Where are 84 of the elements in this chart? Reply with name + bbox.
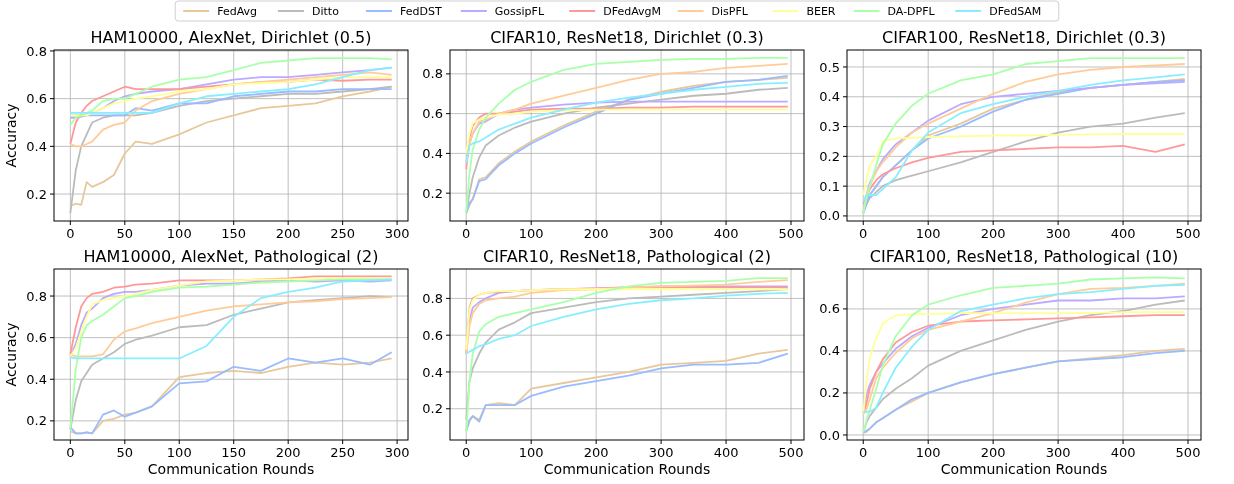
y-tick-label: 0.2 — [819, 148, 840, 164]
x-axis-title: Communication Rounds — [940, 461, 1108, 477]
y-tick-label: 0.8 — [26, 43, 47, 59]
x-tick-label: 50 — [116, 226, 134, 241]
y-tick-label: 0.6 — [26, 91, 47, 107]
x-tick-label: 300 — [1045, 226, 1071, 241]
y-tick-label: 0.4 — [819, 89, 840, 105]
x-tick-label: 500 — [1175, 445, 1201, 460]
x-tick-label: 300 — [384, 226, 410, 241]
x-tick-label: 150 — [221, 445, 247, 460]
x-tick-label: 0 — [66, 445, 75, 460]
x-tick-label: 0 — [462, 226, 471, 241]
x-tick-label: 200 — [980, 226, 1006, 241]
x-tick-label: 250 — [330, 445, 356, 460]
x-tick-label: 200 — [275, 226, 301, 241]
x-tick-label: 500 — [778, 226, 804, 241]
x-tick-label: 100 — [518, 226, 544, 241]
x-axis-title: Communication Rounds — [147, 461, 315, 477]
y-tick-label: 0.6 — [422, 106, 443, 122]
y-tick-label: 0.4 — [422, 145, 443, 161]
x-tick-label: 0 — [859, 226, 868, 241]
chart-title: CIFAR10, ResNet18, Pathological (2) — [483, 247, 771, 266]
y-tick-label: 0.1 — [819, 178, 840, 194]
y-tick-label: 0.4 — [26, 138, 47, 154]
y-tick-label: 0.2 — [819, 385, 840, 401]
x-tick-label: 100 — [915, 445, 941, 460]
legend-label: DA-DPFL — [887, 4, 936, 18]
chart-title: CIFAR100, ResNet18, Dirichlet (0.3) — [882, 28, 1166, 47]
x-tick-label: 500 — [1175, 226, 1201, 241]
y-tick-label: 0.6 — [422, 327, 443, 343]
y-axis-title: Accuracy — [3, 322, 19, 387]
x-tick-label: 200 — [980, 445, 1006, 460]
x-tick-label: 100 — [915, 226, 941, 241]
x-tick-label: 0 — [66, 226, 75, 241]
x-tick-label: 200 — [583, 445, 609, 460]
y-tick-label: 0.6 — [819, 301, 840, 317]
x-tick-label: 100 — [166, 226, 192, 241]
legend-label: DFedAvgM — [603, 4, 662, 18]
x-tick-label: 400 — [1110, 226, 1136, 241]
y-tick-label: 0.2 — [422, 401, 443, 417]
x-tick-label: 400 — [713, 226, 739, 241]
x-tick-label: 200 — [583, 226, 609, 241]
y-tick-label: 0.8 — [422, 66, 443, 82]
x-tick-label: 400 — [1110, 445, 1136, 460]
y-tick-label: 0.0 — [819, 208, 840, 224]
x-tick-label: 250 — [330, 226, 356, 241]
legend-label: DFedSAM — [989, 4, 1042, 18]
x-tick-label: 300 — [1045, 445, 1071, 460]
y-tick-label: 0.3 — [819, 119, 840, 135]
x-tick-label: 0 — [462, 445, 471, 460]
y-tick-label: 0.4 — [26, 371, 47, 387]
x-tick-label: 400 — [713, 445, 739, 460]
y-axis-title: Accuracy — [3, 103, 19, 168]
y-tick-label: 0.8 — [26, 288, 47, 304]
chart-title: CIFAR10, ResNet18, Dirichlet (0.3) — [490, 28, 764, 47]
x-axis-title: Communication Rounds — [543, 461, 711, 477]
legend-label: DisPFL — [711, 4, 749, 18]
x-tick-label: 300 — [648, 445, 674, 460]
legend-label: BEER — [806, 4, 836, 18]
x-tick-label: 50 — [116, 445, 134, 460]
y-tick-label: 0.6 — [26, 330, 47, 346]
y-tick-label: 0.2 — [422, 185, 443, 201]
x-tick-label: 150 — [221, 226, 247, 241]
y-tick-label: 0.0 — [819, 427, 840, 443]
x-tick-label: 300 — [648, 226, 674, 241]
legend-label: FedAvg — [217, 4, 258, 18]
x-tick-label: 100 — [166, 445, 192, 460]
y-tick-label: 0.5 — [819, 59, 840, 75]
x-tick-label: 500 — [778, 445, 804, 460]
y-tick-label: 0.4 — [819, 343, 840, 359]
x-tick-label: 100 — [518, 445, 544, 460]
x-tick-label: 200 — [275, 445, 301, 460]
y-tick-label: 0.8 — [422, 290, 443, 306]
x-tick-label: 0 — [859, 445, 868, 460]
y-tick-label: 0.4 — [422, 364, 443, 380]
legend-label: Ditto — [312, 4, 340, 18]
y-tick-label: 0.2 — [26, 413, 47, 429]
y-tick-label: 0.2 — [26, 186, 47, 202]
chart-title: HAM10000, AlexNet, Pathological (2) — [83, 247, 379, 266]
x-tick-label: 300 — [384, 445, 410, 460]
chart-title: HAM10000, AlexNet, Dirichlet (0.5) — [90, 28, 372, 47]
legend-label: FedDST — [400, 4, 442, 18]
chart-title: CIFAR100, ResNet18, Pathological (10) — [869, 247, 1179, 266]
legend-label: GossipFL — [494, 4, 545, 18]
